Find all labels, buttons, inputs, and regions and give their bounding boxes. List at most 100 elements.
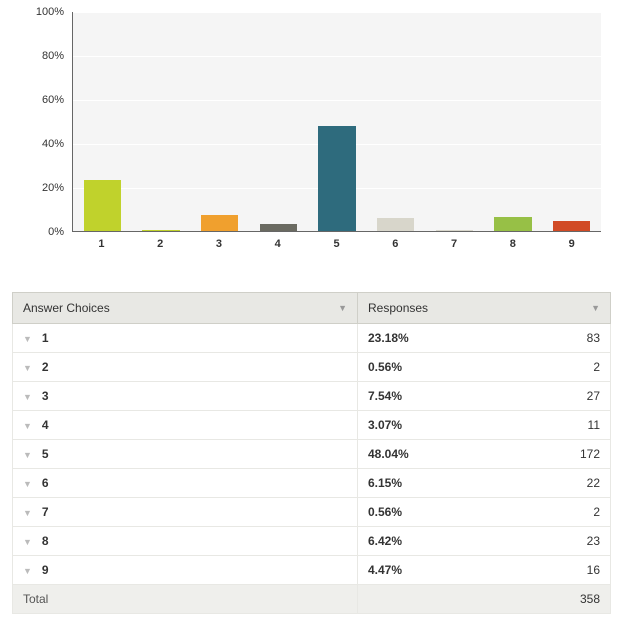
response-percent: 0.56% [368,505,402,519]
chevron-down-icon: ▼ [23,334,32,344]
table-total-row: Total 358 [13,585,611,614]
table-row: ▼94.47%16 [13,556,611,585]
table-row: ▼7 0.56% 2 [13,498,611,527]
response-count: 23 [587,534,600,548]
x-tick-label: 5 [307,238,366,250]
bar[interactable] [494,217,532,231]
chevron-down-icon: ▼ [23,421,32,431]
response-count: 2 [593,505,600,519]
y-tick-label: 0% [48,226,64,238]
response-percent: 3.07% [368,418,402,432]
cell-response: 7.54%27 [358,382,611,411]
cell-response: 48.04% 172 [358,440,611,469]
response-percent: 23.18% [368,331,409,345]
chevron-down-icon: ▼ [23,450,32,460]
y-axis: 0%20%40%60%80%100% [12,12,72,232]
y-tick-label: 100% [36,6,64,18]
col-header-responses[interactable]: Responses ▼ [358,293,611,324]
cell-choice[interactable]: ▼1 [13,324,358,353]
bar-slot [308,12,367,231]
response-count: 172 [580,447,600,461]
bar[interactable] [201,215,239,232]
cell-choice[interactable]: ▼6 [13,469,358,498]
chevron-down-icon: ▼ [23,508,32,518]
chart-plot-area [72,12,601,232]
x-tick-label: 9 [542,238,601,250]
chevron-down-icon: ▼ [23,363,32,373]
bar[interactable] [436,230,474,231]
y-tick-label: 20% [42,182,64,194]
cell-response: 6.15% 22 [358,469,611,498]
choice-label: 6 [42,476,49,490]
chart-bars [73,12,601,231]
bar-slot [249,12,308,231]
y-tick-label: 40% [42,138,64,150]
bar-slot [73,12,132,231]
choice-label: 1 [42,331,49,345]
cell-choice[interactable]: ▼9 [13,556,358,585]
cell-choice[interactable]: ▼7 [13,498,358,527]
x-tick-label: 3 [190,238,249,250]
total-label: Total [13,585,358,614]
cell-response: 4.47%16 [358,556,611,585]
y-tick-label: 80% [42,50,64,62]
chevron-down-icon: ▼ [23,566,32,576]
bar-slot [190,12,249,231]
chevron-down-icon: ▼ [338,303,347,313]
response-percent: 7.54% [368,389,402,403]
table-row: ▼123.18%83 [13,324,611,353]
bar-slot [132,12,191,231]
x-tick-label: 1 [72,238,131,250]
cell-choice[interactable]: ▼2 [13,353,358,382]
cell-choice[interactable]: ▼3 [13,382,358,411]
choice-label: 4 [42,418,49,432]
bar[interactable] [377,218,415,231]
choice-label: 8 [42,534,49,548]
cell-response: 0.56% 2 [358,353,611,382]
chevron-down-icon: ▼ [23,479,32,489]
table-body: ▼123.18%83▼20.56%2▼37.54%27▼43.07%11▼548… [13,324,611,614]
choice-label: 3 [42,389,49,403]
total-cell: 358 [358,585,611,614]
col-header-choices[interactable]: Answer Choices ▼ [13,293,358,324]
bar[interactable] [142,230,180,231]
cell-response: 0.56% 2 [358,498,611,527]
x-tick-label: 6 [366,238,425,250]
chevron-down-icon: ▼ [591,303,600,313]
table-row: ▼66.15%22 [13,469,611,498]
x-tick-label: 2 [131,238,190,250]
bar[interactable] [84,180,122,231]
table-row: ▼43.07%11 [13,411,611,440]
bar[interactable] [553,221,591,231]
cell-response: 3.07% 11 [358,411,611,440]
y-tick-label: 60% [42,94,64,106]
response-count: 83 [587,331,600,345]
x-axis: 123456789 [72,238,601,250]
response-percent: 48.04% [368,447,409,461]
cell-choice[interactable]: ▼4 [13,411,358,440]
response-percent: 6.42% [368,534,402,548]
bar[interactable] [260,224,298,231]
col-header-responses-label: Responses [368,301,428,315]
cell-response: 6.42% 23 [358,527,611,556]
response-count: 22 [587,476,600,490]
cell-choice[interactable]: ▼5 [13,440,358,469]
cell-choice[interactable]: ▼8 [13,527,358,556]
x-tick-label: 7 [425,238,484,250]
bar-chart: 0%20%40%60%80%100% 123456789 [12,12,611,272]
x-tick-label: 4 [248,238,307,250]
bar-slot [484,12,543,231]
cell-response: 23.18% 83 [358,324,611,353]
choice-label: 2 [42,360,49,374]
response-percent: 6.15% [368,476,402,490]
choice-label: 5 [42,447,49,461]
table-row: ▼37.54%27 [13,382,611,411]
bar-slot [366,12,425,231]
response-count: 11 [588,418,600,432]
chevron-down-icon: ▼ [23,392,32,402]
response-percent: 0.56% [368,360,402,374]
bar-slot [542,12,601,231]
response-count: 2 [593,360,600,374]
total-count: 358 [580,592,600,606]
bar[interactable] [318,126,356,231]
